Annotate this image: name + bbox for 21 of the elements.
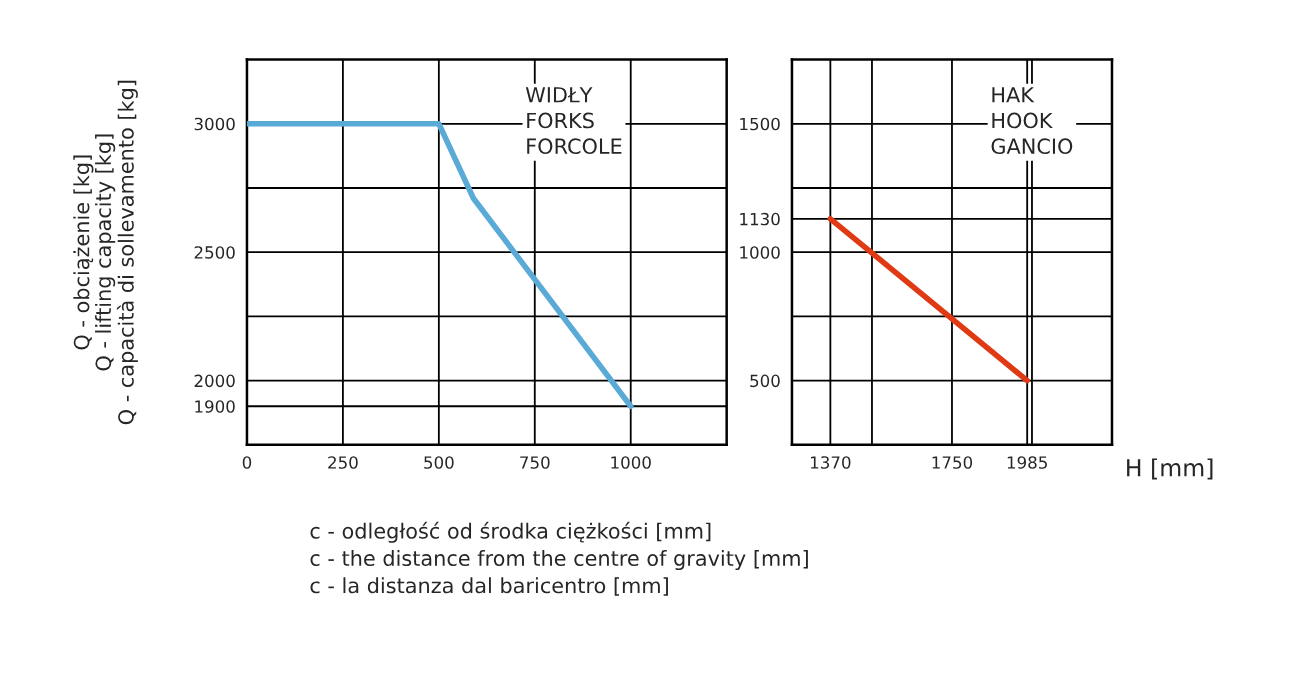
x-tick-label: 750 <box>520 456 550 469</box>
y-tick-label: 2000 <box>194 374 235 388</box>
x-tick-label: 250 <box>328 456 358 469</box>
x-tick-label: 1000 <box>611 456 651 469</box>
y-tick-label: 1900 <box>195 400 235 413</box>
annotation: WIDŁY FORKS FORCOLE <box>525 87 622 155</box>
x-tick-label: 1370 <box>810 456 851 469</box>
y-tick-label: 1000 <box>740 246 780 259</box>
x-tick-label: 1985 <box>1007 456 1047 469</box>
y-tick-label: 1500 <box>740 117 780 131</box>
x-tick-label: 0 <box>242 456 252 469</box>
y-axis-title: Q - obciążenie [kg] Q - lifting capacity [kg] Q - capacità di sollevamento [kg] <box>73 80 138 425</box>
y-tick-label: 1130 <box>740 212 780 226</box>
y-tick-label: 3000 <box>194 117 235 131</box>
x-axis-title: H [mm] <box>1127 458 1213 480</box>
y-tick-label: 500 <box>750 374 780 388</box>
y-tick-label: 2500 <box>194 246 235 259</box>
x-tick-label: 500 <box>424 456 454 469</box>
x-tick-label: 1750 <box>932 456 973 469</box>
x-axis-title: c - odległość od środka ciężkości [mm] c - the distance from the centre of gravity [mm] c - la distanza dal baricentro [mm] <box>310 521 808 596</box>
annotation: HAK HOOK GANCIO <box>991 87 1073 155</box>
